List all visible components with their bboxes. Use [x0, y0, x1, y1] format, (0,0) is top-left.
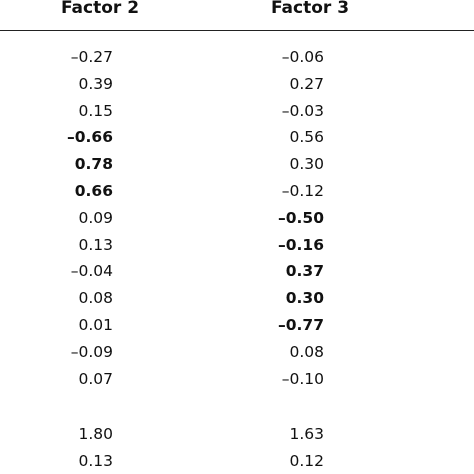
table-cell: 0.30 — [289, 155, 324, 174]
table-cell: –0.10 — [281, 369, 324, 388]
table-cell: 0.08 — [289, 342, 324, 361]
table-cell: –0.27 — [70, 48, 113, 66]
table-cell: 0.08 — [78, 289, 113, 308]
table-cell: 1.80 — [78, 425, 113, 443]
column-header: Factor 3 — [270, 0, 350, 18]
table-cell: –0.04 — [70, 262, 113, 281]
table-cell: –0.06 — [281, 48, 324, 66]
table-cell: 0.56 — [289, 128, 324, 147]
table-cell: 0.37 — [285, 262, 324, 281]
table-cell: –0.12 — [281, 182, 324, 200]
table-cell: –0.03 — [281, 101, 324, 120]
table-cell: 0.01 — [78, 316, 113, 334]
table-cell: 0.07 — [78, 369, 113, 388]
table-cell: 0.39 — [78, 74, 113, 93]
table-cell: 0.27 — [289, 74, 324, 93]
table-cell: 1.63 — [289, 425, 324, 443]
table-cell: 0.09 — [78, 208, 113, 227]
table-cell: 0.13 — [78, 452, 113, 470]
table-cell: –0.66 — [67, 128, 113, 147]
table-cell: 0.78 — [74, 155, 113, 174]
column-header: Factor 2 — [60, 0, 140, 18]
table-cell: –0.16 — [278, 235, 324, 254]
table-cell: 0.30 — [285, 289, 324, 308]
table-cell: 0.66 — [74, 182, 113, 200]
table-cell: –0.77 — [278, 316, 324, 334]
table-cell: 0.15 — [78, 101, 113, 120]
table-cell: 0.12 — [289, 452, 324, 470]
table-cell: –0.09 — [70, 342, 113, 361]
table-cell: 0.13 — [78, 235, 113, 254]
header-rule — [0, 30, 474, 31]
table-cell: –0.50 — [278, 208, 324, 227]
